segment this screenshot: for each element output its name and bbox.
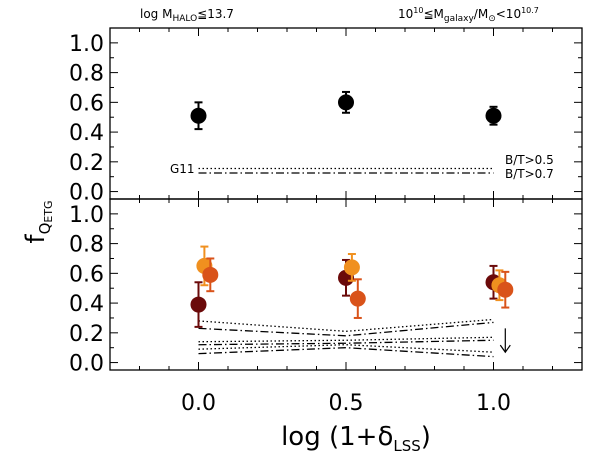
y-tick-label: 1.0 — [69, 32, 104, 57]
model-line — [198, 321, 494, 337]
data-point — [338, 94, 354, 111]
model-line — [198, 336, 494, 343]
y-tick-label: 0.0 — [69, 181, 104, 206]
g11-label: G11 — [170, 162, 195, 176]
model-line — [198, 344, 494, 353]
y-tick-label: 0.6 — [69, 91, 104, 116]
y-tick-label: 0.8 — [69, 233, 104, 258]
x-tick-label: 0.5 — [329, 391, 364, 416]
top-panel: 0.0 0.2 0.4 0.6 0.8 1.0 — [69, 27, 583, 206]
y-tick-label: 0.2 — [69, 151, 104, 176]
x-tick-label: 0.0 — [181, 391, 216, 416]
data-point — [190, 107, 207, 124]
data-point — [497, 281, 514, 298]
bottom-panel: 0.0 0.2 0.4 0.6 0.8 1.0 — [69, 198, 583, 377]
data-point — [202, 266, 219, 283]
data-point — [485, 107, 502, 124]
x-tick-label: 1.0 — [476, 391, 511, 416]
y-tick-label: 1.0 — [69, 203, 104, 228]
model-line — [198, 347, 494, 358]
header-left: log MHALO≦13.7 — [140, 7, 234, 24]
upper-limit-arrowhead — [499, 344, 511, 354]
bt07-label: B/T>0.7 — [505, 167, 554, 181]
x-axis-label: log (1+δLSS) — [281, 422, 431, 455]
y-tick-label: 0.4 — [69, 292, 104, 317]
y-axis-label: fQETG — [21, 200, 55, 243]
header-right: 1010≦Mgalaxy/M⊙<1010.7 — [398, 6, 539, 24]
data-point — [349, 290, 366, 307]
y-tick-label: 0.4 — [69, 121, 104, 146]
y-tick-label: 0.6 — [69, 262, 104, 287]
model-line — [198, 318, 494, 332]
data-point — [190, 296, 207, 313]
x-tick-labels: 0.0 0.5 1.0 — [181, 391, 511, 416]
model-line — [198, 339, 494, 346]
data-point — [343, 259, 360, 276]
y-tick-label: 0.2 — [69, 322, 104, 347]
y-tick-label: 0.0 — [69, 352, 104, 377]
y-tick-label: 0.8 — [69, 62, 104, 87]
bt05-label: B/T>0.5 — [505, 153, 554, 167]
